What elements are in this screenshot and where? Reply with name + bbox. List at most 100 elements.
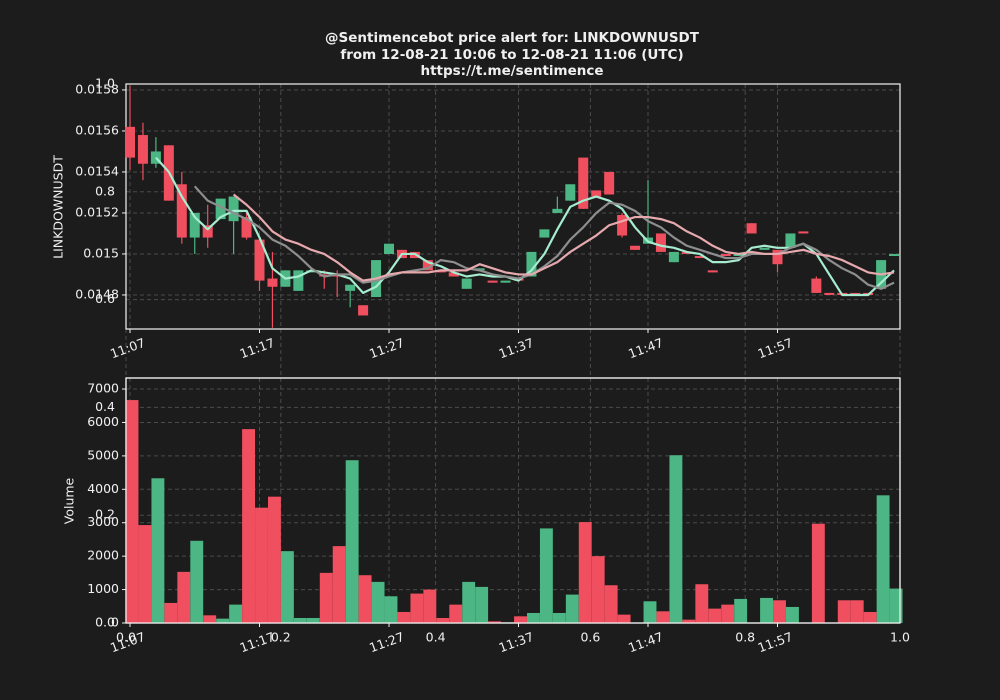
x-tick-label: 0.6 <box>580 630 600 645</box>
volume-bar <box>190 540 204 623</box>
volume-bar <box>604 585 618 623</box>
x-tick-label: 11:17 <box>238 335 277 361</box>
volume-bar <box>138 525 152 623</box>
volume-bar <box>397 611 411 623</box>
volume-bar <box>164 602 178 623</box>
volume-bar <box>539 528 553 623</box>
y-tick-label: 0.0148 <box>75 286 119 301</box>
volume-bar <box>565 594 579 623</box>
candle-body <box>215 198 226 220</box>
volume-bar <box>695 584 709 623</box>
y-axis-label: Volume <box>62 477 77 524</box>
x-tick-label: 11:27 <box>367 629 406 655</box>
candle-body <box>591 190 602 197</box>
volume-bar <box>669 455 683 623</box>
x-tick-label: 11:37 <box>497 335 536 361</box>
candle-body <box>604 171 615 195</box>
volume-bar <box>203 615 217 623</box>
volume-bar <box>760 597 773 623</box>
volume-bar <box>656 611 670 623</box>
candle-body <box>448 272 459 277</box>
y-tick-label: 2000 <box>87 548 119 563</box>
volume-bar <box>436 617 450 623</box>
candle-body <box>189 212 200 238</box>
candle-body <box>384 243 394 254</box>
y-tick-label: 0.0154 <box>75 163 119 178</box>
volume-bar <box>319 572 333 623</box>
candle-body <box>137 135 148 164</box>
y-tick-label: 3000 <box>87 514 119 529</box>
volume-bar <box>384 596 398 623</box>
x-tick-label: 11:57 <box>756 629 795 655</box>
candle-body <box>358 305 369 316</box>
x-tick-label: 11:57 <box>756 335 795 361</box>
candle-body <box>202 225 213 238</box>
candle-body <box>811 278 822 293</box>
volume-bar <box>255 507 268 623</box>
volume-bar <box>410 593 424 623</box>
chart-subtitle: from 12-08-21 10:06 to 12-08-21 11:06 (U… <box>340 47 683 63</box>
volume-bar <box>591 556 605 623</box>
candle-body <box>526 251 537 277</box>
volume-bar <box>216 618 230 623</box>
candle-body <box>746 223 757 234</box>
candle-body <box>267 278 278 287</box>
volume-bar <box>837 600 851 623</box>
candle-body <box>785 233 796 248</box>
volume-bar <box>449 604 463 623</box>
y-tick-label: 0.0156 <box>75 122 119 137</box>
candle-body <box>617 215 628 236</box>
candle-body <box>668 251 679 263</box>
candle-body <box>254 239 265 281</box>
y-tick-label: 0.8 <box>95 183 115 198</box>
candle-body <box>539 229 550 238</box>
volume-bar <box>773 600 786 623</box>
volume-bar <box>268 496 281 623</box>
volume-bar <box>527 612 540 623</box>
y-axis-label: LINKDOWNUSDT <box>51 155 66 259</box>
candle-body <box>293 270 304 291</box>
volume-bar <box>358 575 372 623</box>
candle-body <box>630 245 641 250</box>
candle-body <box>824 292 835 295</box>
panel-frame <box>125 377 901 624</box>
candle-body <box>720 253 731 257</box>
volume-bar <box>423 589 437 623</box>
x-tick-label: 1.0 <box>890 630 910 645</box>
y-tick-label: 7000 <box>87 381 119 396</box>
candle-body <box>228 196 239 222</box>
y-tick-label: 0.0 <box>95 615 115 630</box>
chart-link: https://t.me/sentimence <box>420 63 603 79</box>
candle-body <box>578 157 589 209</box>
candle-body <box>241 217 252 238</box>
x-tick-label: 11:17 <box>238 629 277 655</box>
candle-body <box>798 231 809 234</box>
candle-body <box>176 184 187 238</box>
candle-body <box>655 233 666 252</box>
candle-body <box>500 280 511 283</box>
volume-bar <box>229 604 243 623</box>
y-tick-label: 0.015 <box>83 245 119 260</box>
volume-bar <box>242 429 255 623</box>
moving-average-line <box>232 193 895 282</box>
candle-body <box>487 280 498 283</box>
y-tick-label: 0.6 <box>95 291 115 306</box>
volume-bar <box>708 608 722 623</box>
volume-bar <box>578 522 592 623</box>
chart-title: @Sentimencebot price alert for: LINKDOWN… <box>325 30 700 46</box>
volume-bar <box>280 551 294 623</box>
volume-bar <box>514 616 527 623</box>
x-tick-label: 11:47 <box>626 335 665 361</box>
candle-body <box>125 126 135 158</box>
y-tick-label: 1.0 <box>95 76 115 91</box>
volume-bar <box>293 617 307 623</box>
x-tick-label: 0.2 <box>271 630 291 645</box>
volume-bar <box>488 621 502 623</box>
x-tick-label: 11:37 <box>497 629 536 655</box>
y-tick-label: 0 <box>111 615 119 630</box>
candle-body <box>772 249 783 265</box>
volume-bar <box>332 546 346 623</box>
candle-body <box>707 270 718 273</box>
